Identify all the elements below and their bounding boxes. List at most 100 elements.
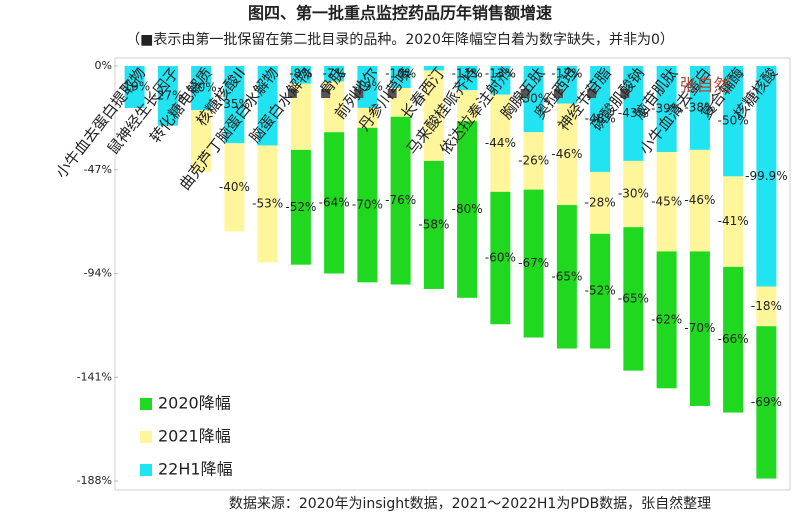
data-label: -76% <box>385 193 416 207</box>
data-label: -41% <box>718 214 749 228</box>
subtitle: （■表示由第一批保留在第二批目录的品种。2020年降幅空白着为数字缺失，并非为0… <box>126 31 674 48</box>
data-label: -45% <box>651 194 682 208</box>
data-label: -39% <box>651 102 682 116</box>
legend-label: 22H1降幅 <box>158 460 233 479</box>
retained-marker <box>620 89 630 98</box>
data-label: -18% <box>751 299 782 313</box>
plot-border <box>114 57 791 491</box>
legend-label: 2020降幅 <box>158 394 231 413</box>
retained-marker <box>354 89 364 98</box>
data-label: -35% <box>219 97 250 111</box>
data-label: -46% <box>551 147 582 161</box>
data-label: -66% <box>718 332 749 346</box>
bar-segment <box>490 94 511 192</box>
data-label: -48% <box>585 111 616 125</box>
data-label: -8% <box>289 67 312 81</box>
bar-segment <box>290 66 311 84</box>
data-label: -52% <box>585 284 616 298</box>
retained-marker <box>321 89 331 98</box>
bar-segment <box>457 90 478 122</box>
bar-segment <box>124 66 145 108</box>
bar-segment <box>689 66 710 150</box>
retained-marker <box>520 89 530 98</box>
retained-marker <box>587 89 597 98</box>
data-label: -99.9% <box>745 169 787 183</box>
watermark: 张自然 <box>680 76 731 96</box>
y-tick-label: 0% <box>95 59 112 72</box>
bar-segment <box>523 189 544 338</box>
data-label: -52% <box>285 200 316 214</box>
bar-segment <box>656 66 677 153</box>
y-tick-label: -141% <box>77 370 112 383</box>
bar-segment <box>490 191 511 325</box>
data-label: -65% <box>551 269 582 283</box>
data-label: -62% <box>651 312 682 326</box>
bar-segment <box>290 149 311 265</box>
bar-segment <box>723 266 744 413</box>
bar-segment <box>556 103 577 206</box>
bar-segment <box>723 176 744 267</box>
bar-segment <box>656 152 677 252</box>
bar-segment <box>157 66 178 126</box>
bar-segment <box>623 227 644 371</box>
bar-segment <box>423 160 444 289</box>
data-label: -13% <box>485 67 516 81</box>
bar-segment <box>357 127 378 283</box>
data-label: -17% <box>551 67 582 81</box>
data-label: -69% <box>751 395 782 409</box>
data-label: -30% <box>618 187 649 201</box>
bar-segment <box>490 66 511 95</box>
y-tick-label: -47% <box>84 163 112 176</box>
bar-segment <box>324 132 345 274</box>
legend-swatch <box>140 398 152 410</box>
data-label: -28% <box>585 195 616 209</box>
bar-segment <box>324 66 345 82</box>
data-label: -46% <box>684 193 715 207</box>
data-label: -67% <box>518 256 549 270</box>
data-label: -10% <box>385 67 416 81</box>
data-label: -26% <box>518 153 549 167</box>
bar-segment <box>656 251 677 389</box>
y-tick-label: -188% <box>77 474 112 487</box>
data-label: -40% <box>219 180 250 194</box>
bar-segment <box>556 205 577 349</box>
bar-segment <box>290 83 311 150</box>
bar-segment <box>723 66 744 177</box>
bar-segment <box>191 110 212 172</box>
data-label: -70% <box>684 321 715 335</box>
bar-segment <box>590 233 611 349</box>
data-label: -20% <box>186 81 217 95</box>
data-label: -27% <box>152 88 183 102</box>
bar-segment <box>457 66 478 91</box>
bar-segment <box>257 145 278 263</box>
legend-swatch <box>140 464 152 476</box>
bar-segment <box>623 160 644 228</box>
bar-segment <box>224 143 245 232</box>
data-label: -80% <box>452 202 483 216</box>
data-label: -65% <box>618 291 649 305</box>
data-label: -44% <box>485 136 516 150</box>
bar-segment <box>523 132 544 190</box>
data-label: -50% <box>718 114 749 128</box>
bar-segment <box>457 121 478 298</box>
data-label: -58% <box>418 217 449 231</box>
bar-segment <box>590 171 611 234</box>
retained-marker <box>387 89 397 98</box>
data-label: -11% <box>452 67 483 81</box>
bar-segment <box>257 66 278 146</box>
bar-segment <box>191 66 212 111</box>
y-tick-label: -94% <box>84 267 112 280</box>
retained-marker <box>287 89 297 98</box>
legend-label: 2021降幅 <box>158 427 231 446</box>
bar-segment <box>224 66 245 144</box>
data-label: -64% <box>319 195 350 209</box>
data-label: -38% <box>684 100 715 114</box>
legend-swatch <box>140 431 152 443</box>
bar-segment <box>689 251 710 406</box>
retained-marker <box>553 89 563 98</box>
chart-title: 图四、第一批重点监控药品历年销售额增速 <box>248 4 552 23</box>
bar-segment <box>523 66 544 133</box>
bar-segment <box>423 66 444 71</box>
bar-segment <box>756 326 777 479</box>
